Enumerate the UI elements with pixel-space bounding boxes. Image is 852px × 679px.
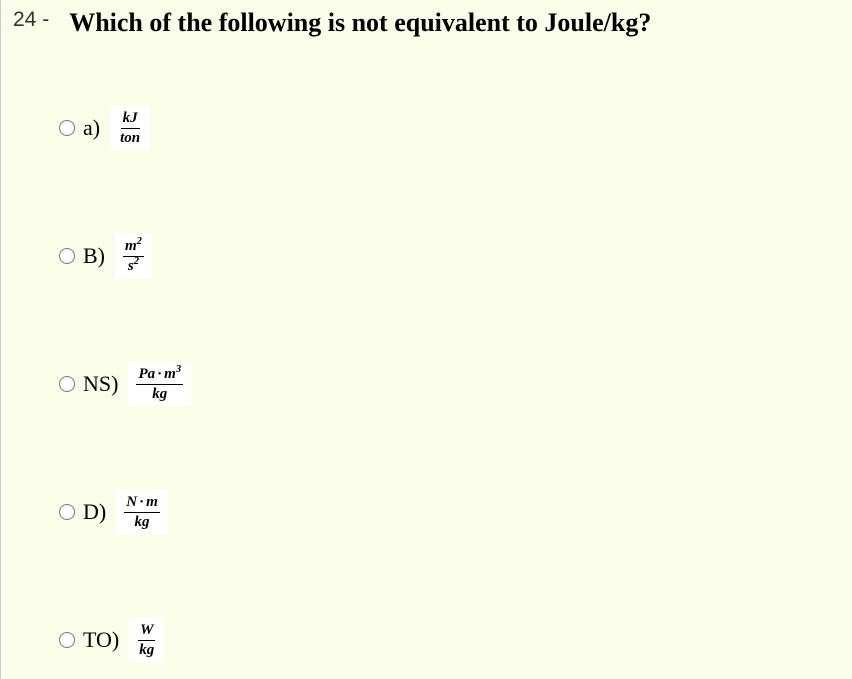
fraction-a: kJ ton [118, 110, 142, 146]
option-label-c: NS) [83, 371, 118, 397]
option-label-b: B) [83, 243, 105, 269]
fraction-e: W kg [137, 622, 156, 658]
option-a: a) kJ ton [59, 106, 852, 150]
denominator-d: kg [132, 513, 151, 531]
numerator-c: Pa·m3 [136, 366, 183, 385]
fraction-box-b: m2 s2 [115, 234, 152, 278]
question-header: 24 - Which of the following is not equiv… [1, 0, 852, 46]
denominator-e: kg [137, 641, 156, 659]
radio-c[interactable] [59, 376, 75, 392]
option-label-d: D) [83, 499, 106, 525]
radio-b[interactable] [59, 248, 75, 264]
fraction-b: m2 s2 [123, 238, 144, 274]
numerator-d: N·m [124, 494, 160, 513]
denominator-a: ton [118, 129, 142, 147]
option-label-e: TO) [83, 627, 119, 653]
fraction-box-c: Pa·m3 kg [128, 362, 191, 406]
numerator-a: kJ [121, 110, 140, 129]
radio-d[interactable] [59, 504, 75, 520]
option-b: B) m2 s2 [59, 234, 852, 278]
option-c: NS) Pa·m3 kg [59, 362, 852, 406]
radio-e[interactable] [59, 632, 75, 648]
fraction-box-e: W kg [129, 618, 164, 662]
option-e: TO) W kg [59, 618, 852, 662]
fraction-box-d: N·m kg [116, 490, 168, 534]
fraction-c: Pa·m3 kg [136, 366, 183, 402]
question-text: Which of the following is not equivalent… [69, 8, 651, 38]
denominator-c: kg [150, 385, 169, 403]
numerator-b: m2 [123, 238, 144, 257]
fraction-d: N·m kg [124, 494, 160, 530]
option-label-a: a) [83, 115, 100, 141]
question-number: 24 - [13, 8, 49, 32]
fraction-box-a: kJ ton [110, 106, 150, 150]
denominator-b: s2 [126, 257, 141, 275]
options-container: a) kJ ton B) m2 s2 NS) Pa·m3 kg [1, 46, 852, 662]
numerator-e: W [138, 622, 155, 641]
option-d: D) N·m kg [59, 490, 852, 534]
radio-a[interactable] [59, 120, 75, 136]
